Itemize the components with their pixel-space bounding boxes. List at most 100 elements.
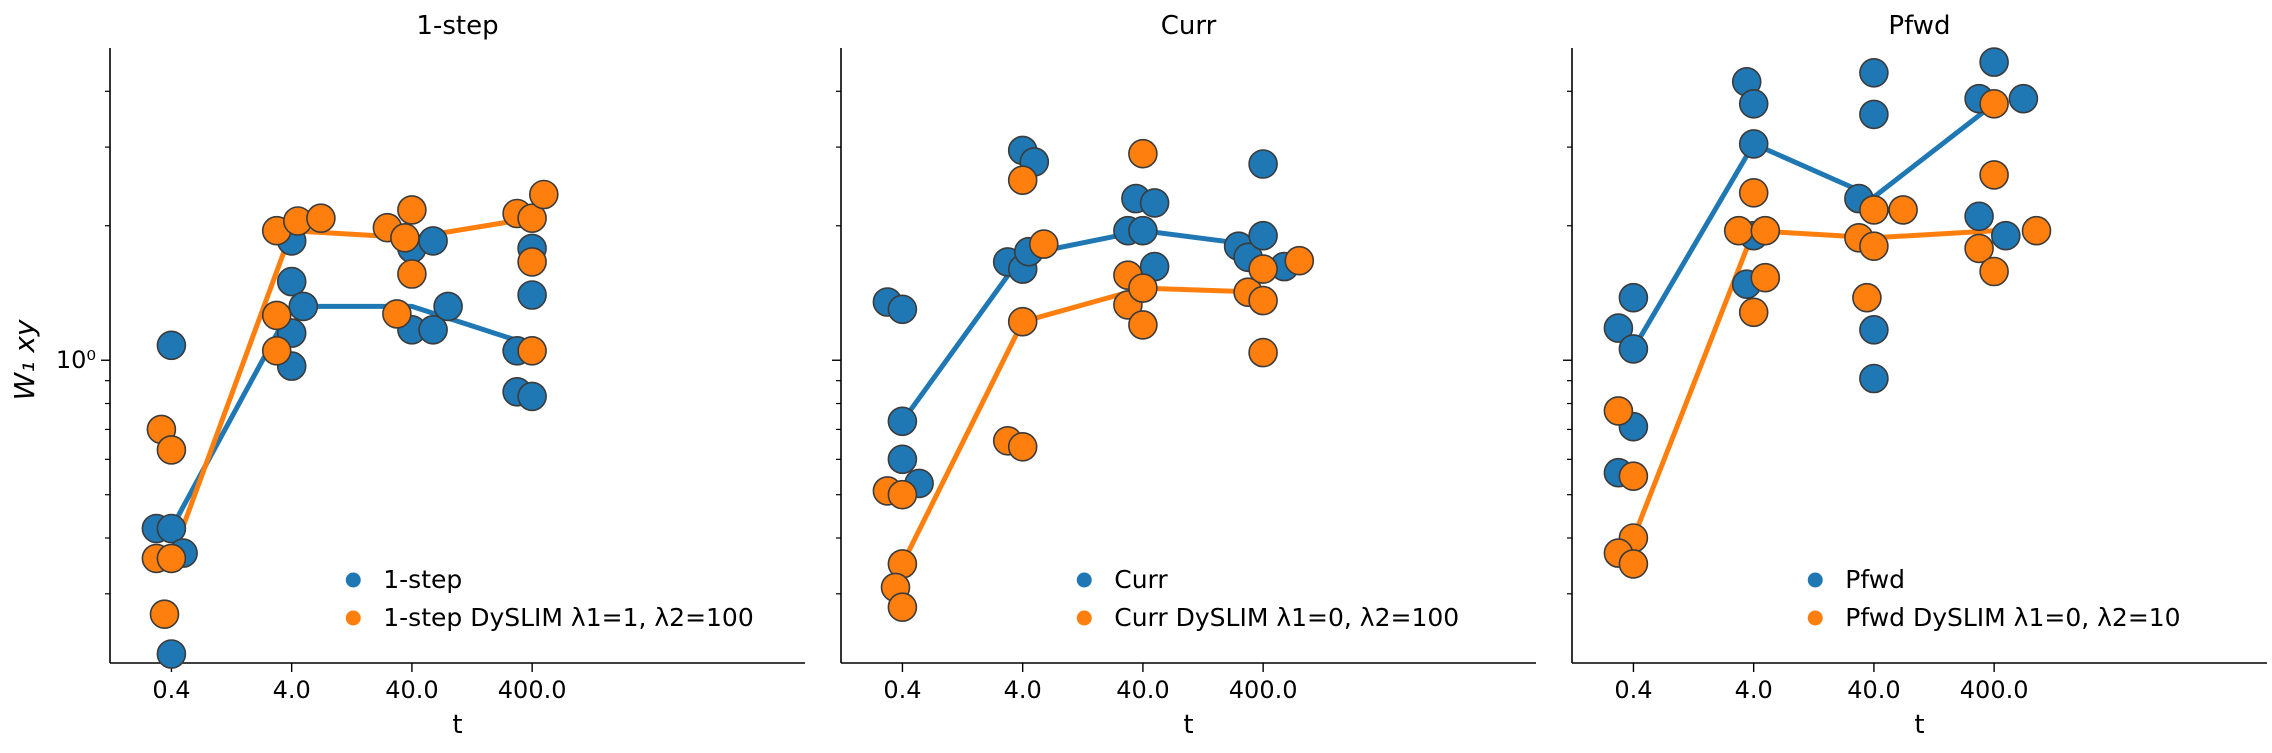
data-point-base <box>288 291 319 322</box>
data-point-dyslim <box>261 335 292 366</box>
data-point-base <box>887 406 918 437</box>
panels: 10⁰ 0.4 4.0 40.0 400.0 t 1-step 1-step 1-step Dy… <box>56 11 2267 740</box>
data-point-base <box>1859 314 1889 345</box>
y-axis-label: W₁ xy <box>8 319 41 400</box>
data-point-base <box>1859 58 1889 88</box>
data-point-dyslim <box>382 299 412 329</box>
x-tick-label: 400.0 <box>1960 676 2029 704</box>
panel-2: 0.4 4.0 40.0 400.0 t Curr Curr Curr DySLIM λ1=0… <box>832 11 1536 740</box>
series-line-dyslim <box>900 285 1264 566</box>
series-line-dyslim <box>169 215 533 560</box>
data-point-base <box>276 266 307 297</box>
data-point-dyslim <box>517 247 547 277</box>
data-point-dyslim <box>149 599 180 630</box>
data-point-base <box>1618 282 1649 313</box>
data-point-base <box>156 639 187 669</box>
legend-marker <box>345 610 361 626</box>
data-point-base <box>1979 47 2009 77</box>
x-axis-label: t <box>1914 710 1924 740</box>
data-point-dyslim <box>1128 273 1158 303</box>
data-point-dyslim <box>397 259 427 289</box>
data-point-base <box>418 226 448 256</box>
x-tick-label: 0.4 <box>1614 676 1652 704</box>
data-point-dyslim <box>1248 254 1278 284</box>
legend-label: Curr <box>1114 565 1168 594</box>
data-point-base <box>517 280 547 310</box>
data-point-base <box>2008 83 2039 114</box>
data-point-dyslim <box>261 300 292 331</box>
data-point-base <box>1991 220 2021 251</box>
data-point-dyslim <box>1859 195 1889 225</box>
x-tick-label: 400.0 <box>498 676 567 704</box>
x-tick-label: 40.0 <box>1847 676 1900 704</box>
data-point-dyslim <box>1979 89 2009 119</box>
data-point-dyslim <box>1603 396 1634 426</box>
x-tick-label: 400.0 <box>1229 676 1298 704</box>
x-axis-label: t <box>452 710 462 740</box>
data-point-dyslim <box>887 479 918 510</box>
data-point-base <box>887 294 918 325</box>
data-point-dyslim <box>390 223 420 253</box>
x-tick-label: 0.4 <box>883 676 921 704</box>
legend-label: 1-step <box>383 565 462 594</box>
data-point-dyslim <box>1007 431 1038 462</box>
data-point-dyslim <box>1738 297 1769 328</box>
data-point-dyslim <box>1248 285 1278 316</box>
data-point-base <box>1618 334 1649 364</box>
data-point-base <box>1248 220 1278 251</box>
panel-title: Curr <box>1161 11 1217 41</box>
data-point-base <box>1139 188 1170 218</box>
data-point-dyslim <box>1618 549 1649 579</box>
data-point-dyslim <box>1979 160 2009 190</box>
data-point-dyslim <box>1284 245 1315 276</box>
legend-marker <box>345 572 361 588</box>
data-point-dyslim <box>1128 310 1158 340</box>
panel-title: 1-step <box>416 11 498 41</box>
data-point-dyslim <box>1852 282 1882 313</box>
data-point-base <box>433 291 463 322</box>
data-point-dyslim <box>1248 337 1278 368</box>
data-point-dyslim <box>1888 195 1918 225</box>
panel-3: 0.4 4.0 40.0 400.0 t Pfwd Pfwd Pfwd DySLIM λ1=0… <box>1563 11 2267 740</box>
x-tick-label: 4.0 <box>1735 676 1773 704</box>
data-point-dyslim <box>1007 306 1038 337</box>
data-point-dyslim <box>397 195 427 225</box>
x-axis-label: t <box>1183 710 1193 740</box>
data-point-dyslim <box>1979 256 2009 287</box>
x-tick-label: 40.0 <box>385 676 438 704</box>
data-point-dyslim <box>156 435 187 465</box>
data-point-base <box>1964 201 1994 232</box>
data-point-base <box>517 381 547 412</box>
data-point-dyslim <box>2021 215 2052 246</box>
series-line-base <box>1631 101 1996 351</box>
data-point-dyslim <box>1964 233 1994 264</box>
data-point-dyslim <box>156 543 187 574</box>
x-tick-label: 40.0 <box>1116 676 1169 704</box>
data-point-dyslim <box>1007 165 1038 195</box>
data-point-dyslim <box>1029 229 1059 259</box>
panel-1: 10⁰ 0.4 4.0 40.0 400.0 t 1-step 1-step 1-step Dy… <box>56 11 805 740</box>
legend-marker <box>1807 610 1823 626</box>
data-point-dyslim <box>1750 215 1781 246</box>
data-point-base <box>887 444 918 475</box>
data-point-dyslim <box>1723 215 1754 246</box>
series-line-base <box>900 228 1264 423</box>
legend-label: Curr DySLIM λ1=0, λ2=100 <box>1114 603 1459 632</box>
data-point-base <box>156 513 187 544</box>
data-point-dyslim <box>1128 138 1158 169</box>
data-point-base <box>1128 215 1158 246</box>
x-tick-label: 4.0 <box>273 676 311 704</box>
data-point-dyslim <box>1738 178 1769 208</box>
data-point-base <box>1859 99 1889 130</box>
legend-marker <box>1076 572 1092 588</box>
data-point-base <box>156 330 187 361</box>
data-point-dyslim <box>1618 461 1649 492</box>
legend-label: Pfwd <box>1845 565 1905 594</box>
x-tick-label: 0.4 <box>152 676 190 704</box>
y-tick-label: 10⁰ <box>56 346 96 374</box>
legend-marker <box>1807 572 1823 588</box>
x-tick-label: 4.0 <box>1004 676 1042 704</box>
panel-title: Pfwd <box>1888 11 1950 41</box>
data-point-base <box>418 314 448 345</box>
